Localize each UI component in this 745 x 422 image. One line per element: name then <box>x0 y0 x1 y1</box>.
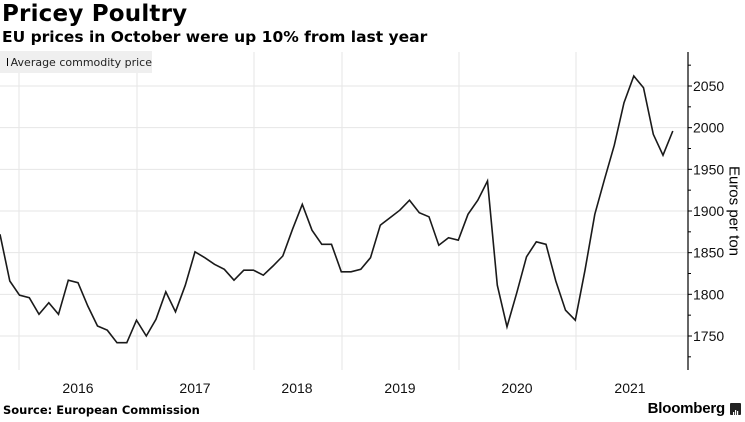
y-tick-label: 1950 <box>693 161 724 177</box>
x-axis-labels: 2016 2017 2018 2019 2020 2021 <box>62 380 645 396</box>
y-tick-label: 2000 <box>693 120 724 136</box>
x-tick-label: 2021 <box>614 380 645 396</box>
chart-title: Pricey Poultry <box>2 1 188 27</box>
chart-subtitle: EU prices in October were up 10% from la… <box>2 28 428 46</box>
legend-swatch-icon <box>7 58 8 66</box>
legend-label: Average commodity price <box>10 55 152 69</box>
x-tick-label: 2018 <box>281 380 312 396</box>
bloomberg-chart-icon <box>730 402 741 415</box>
y-tick-label: 2050 <box>693 78 724 94</box>
y-axis: 1750 1800 1850 1900 1950 2000 2050 <box>687 52 724 370</box>
y-tick-label: 1850 <box>693 245 724 261</box>
series-line-average-commodity-price <box>0 74 674 344</box>
legend: Average commodity price <box>0 51 152 73</box>
source-note: Source: European Commission <box>3 403 200 417</box>
y-axis-title: Euros per ton <box>725 165 743 257</box>
horizontal-gridlines <box>0 85 688 337</box>
x-tick-label: 2019 <box>384 380 415 396</box>
y-tick-label: 1900 <box>693 203 724 219</box>
bloomberg-logo: Bloomberg <box>648 400 741 417</box>
y-tick-label: 1750 <box>693 328 724 344</box>
x-tick-label: 2017 <box>179 380 210 396</box>
y-tick-label: 1800 <box>693 286 724 302</box>
x-tick-label: 2016 <box>62 380 93 396</box>
brand-name: Bloomberg <box>647 400 726 417</box>
x-tick-label: 2020 <box>501 380 532 396</box>
